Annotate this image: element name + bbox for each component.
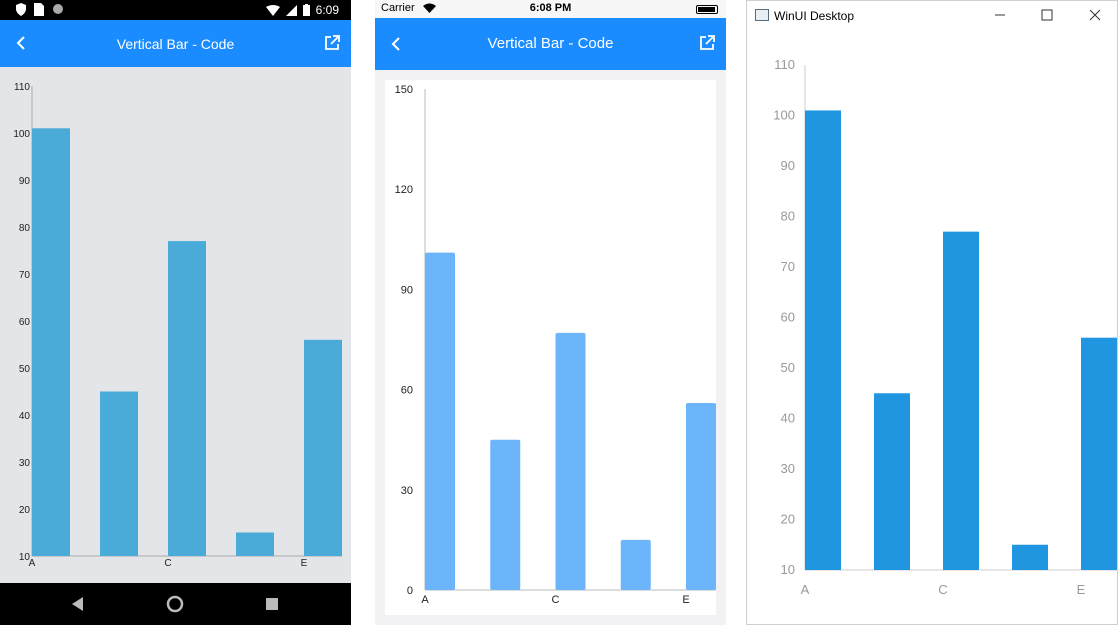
- y-tick-label: 110: [774, 57, 795, 72]
- y-tick-label: 90: [781, 158, 795, 173]
- android-status-bar: 6:09: [0, 0, 351, 20]
- y-tick-label: 90: [401, 284, 413, 296]
- y-tick-label: 150: [395, 84, 413, 96]
- wifi-icon: [423, 3, 436, 13]
- ios-page-title: Vertical Bar - Code: [487, 35, 614, 52]
- bar-D: [1012, 544, 1048, 570]
- x-tick-label: C: [938, 582, 947, 597]
- ios-panel: Carrier 6:08 PM Vertical Bar - Code 0 30 6…: [375, 0, 726, 625]
- close-icon[interactable]: [1080, 5, 1110, 25]
- y-tick-label: 50: [781, 360, 795, 375]
- y-tick-label: 40: [19, 411, 31, 422]
- y-tick-label: 60: [781, 310, 795, 325]
- sim-card-icon: [34, 3, 44, 16]
- share-icon[interactable]: [323, 34, 341, 52]
- window-title: WinUI Desktop: [774, 9, 855, 23]
- y-tick-label: 80: [781, 209, 795, 224]
- winui-title-bar: WinUI Desktop: [747, 1, 1117, 31]
- x-tick-label: A: [29, 558, 36, 569]
- bar-A: [32, 128, 70, 557]
- y-tick-label: 110: [14, 82, 30, 93]
- back-chevron-icon[interactable]: [387, 34, 407, 54]
- android-nav-bar: [0, 583, 351, 625]
- bar-B: [874, 393, 910, 570]
- ios-toolbar: Vertical Bar - Code: [375, 18, 726, 70]
- y-tick-label: 120: [395, 184, 413, 196]
- ios-status-bar: Carrier 6:08 PM: [375, 0, 726, 18]
- y-tick-label: 60: [401, 385, 413, 397]
- x-tick-label: C: [164, 558, 171, 569]
- y-tick-label: 10: [781, 562, 795, 577]
- circle-icon: [53, 4, 63, 14]
- share-icon[interactable]: [698, 34, 716, 52]
- x-tick-label: C: [552, 594, 560, 606]
- bar-C: [943, 231, 979, 570]
- ios-status-time: 6:08 PM: [529, 2, 572, 14]
- bar-B: [490, 439, 521, 590]
- bar-E: [686, 402, 716, 590]
- battery-icon: [696, 5, 718, 14]
- nav-back-icon[interactable]: [72, 597, 84, 611]
- x-tick-label: E: [301, 558, 308, 569]
- y-tick-label: 40: [781, 411, 795, 426]
- y-tick-label: 70: [781, 259, 795, 274]
- android-panel: 6:09 Vertical Bar - Code 10 20 30 40 50 60 70 8…: [0, 0, 351, 625]
- y-tick-label: 90: [19, 176, 31, 187]
- y-tick-label: 20: [781, 512, 795, 527]
- bar-E: [1081, 337, 1117, 570]
- back-chevron-icon[interactable]: [12, 33, 32, 53]
- nav-recents-icon[interactable]: [266, 598, 278, 610]
- x-tick-label: E: [682, 594, 689, 606]
- bar-C: [168, 241, 206, 556]
- y-tick-label: 0: [407, 585, 413, 597]
- ios-carrier: Carrier: [381, 2, 415, 14]
- android-page-title: Vertical Bar - Code: [116, 36, 235, 52]
- x-tick-label: A: [421, 594, 429, 606]
- android-status-time: 6:09: [315, 3, 339, 17]
- y-tick-label: 100: [773, 108, 795, 123]
- ios-chart-card: 0 30 60 90 120 150 A C E: [385, 80, 716, 615]
- x-tick-label: A: [801, 582, 810, 597]
- bar-A: [805, 110, 841, 570]
- battery-icon: [302, 4, 310, 16]
- android-bar-chart: 10 20 30 40 50 60 70 80 90 100 110 A C E: [13, 82, 342, 569]
- y-tick-label: 20: [19, 505, 31, 516]
- signal-icon: [285, 4, 297, 16]
- bar-C: [555, 332, 586, 590]
- bar-B: [100, 391, 138, 556]
- minimize-icon[interactable]: [985, 5, 1015, 25]
- bar-D: [236, 532, 274, 556]
- wifi-icon: [265, 4, 280, 16]
- maximize-icon[interactable]: [1032, 5, 1062, 25]
- bar-E: [304, 339, 342, 556]
- shield-icon: [16, 3, 26, 16]
- bar-A: [425, 252, 455, 590]
- winui-bar-chart: 10 20 30 40 50 60 70 80 90 100 110 A C E: [773, 57, 1117, 597]
- y-tick-label: 100: [13, 129, 30, 140]
- y-tick-label: 60: [19, 317, 31, 328]
- y-tick-label: 70: [19, 270, 31, 281]
- y-tick-label: 30: [781, 461, 795, 476]
- android-toolbar: Vertical Bar - Code: [0, 20, 351, 67]
- ios-bar-chart: 0 30 60 90 120 150 A C E: [395, 84, 716, 606]
- bar-D: [620, 539, 651, 590]
- y-tick-label: 80: [19, 223, 31, 234]
- nav-home-icon[interactable]: [166, 595, 184, 613]
- y-tick-label: 10: [19, 552, 31, 563]
- y-tick-label: 50: [19, 364, 31, 375]
- y-tick-label: 30: [401, 485, 413, 497]
- app-icon: [755, 9, 769, 21]
- x-tick-label: E: [1077, 582, 1086, 597]
- winui-panel: WinUI Desktop 10 20 30 40 50 60 70 80 90 100 110 A C…: [746, 0, 1118, 625]
- y-tick-label: 30: [19, 458, 31, 469]
